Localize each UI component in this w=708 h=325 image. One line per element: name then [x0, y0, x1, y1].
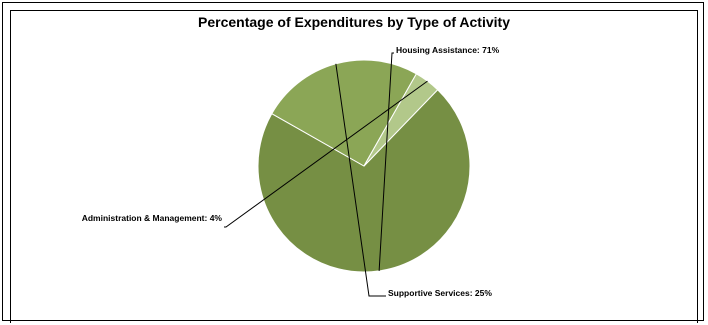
- chart-title: Percentage of Expenditures by Type of Ac…: [198, 14, 510, 30]
- slice-label: Housing Assistance: 71%: [396, 45, 500, 55]
- slice-label: Supportive Services: 25%: [388, 288, 492, 298]
- leader-lines: [224, 52, 428, 297]
- leader-line: [335, 63, 386, 297]
- chart-outer-frame: [2, 2, 704, 321]
- leader-line: [224, 80, 428, 228]
- slice-labels: Housing Assistance: 71% Supportive Servic…: [82, 45, 500, 298]
- slice-label: Administration & Management: 4%: [82, 213, 223, 223]
- leader-line: [378, 52, 394, 271]
- pie-slices: [257, 59, 471, 273]
- pie-slice-administration-management: [363, 73, 439, 167]
- pie-slice-housing-assistance: [257, 89, 471, 273]
- chart-area-frame: [10, 10, 698, 323]
